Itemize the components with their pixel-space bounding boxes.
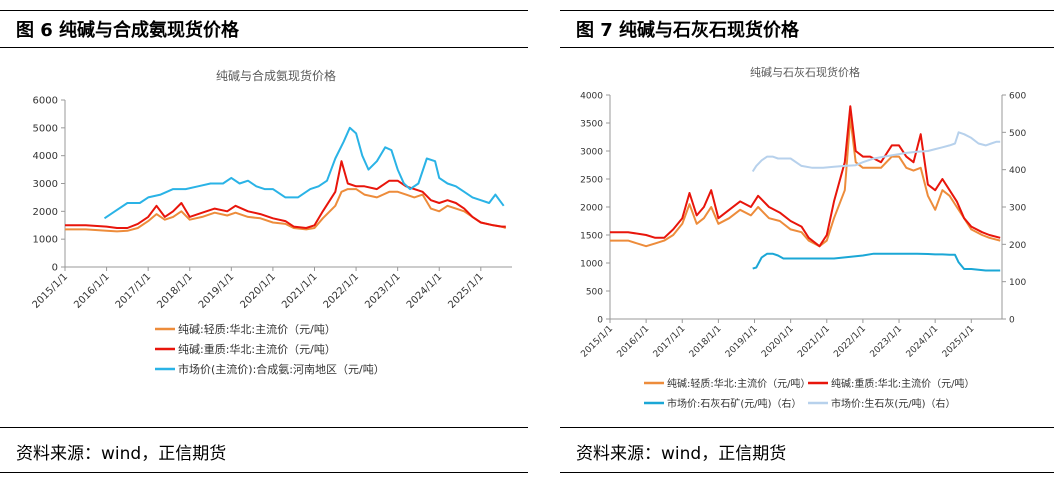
legend-label-0: 纯碱:轻质:华北:主流价（元/吨） xyxy=(178,322,336,336)
y-tick-label: 0 xyxy=(597,316,603,326)
y-tick-label: 1000 xyxy=(33,235,58,246)
footer-rule xyxy=(0,427,528,428)
legend-label-2: 市场价(主流价):合成氨:河南地区（元/吨） xyxy=(178,362,385,376)
x-tick-label: 2021/1/1 xyxy=(796,324,832,360)
title-rule xyxy=(0,47,528,48)
legend-label-1: 纯碱:重质:华北:主流价（元/吨） xyxy=(178,342,336,356)
bottom-rule xyxy=(0,472,528,473)
figure-panel-6: 图 6 纯碱与合成氨现货价格 纯碱与合成氨现货价格 0 1000 2000 3000 4… xyxy=(0,10,528,473)
x-tick-label: 2023/1/1 xyxy=(868,324,904,360)
title-rule xyxy=(560,47,1054,48)
series-line-2 xyxy=(103,126,505,220)
y-tick-label: 4000 xyxy=(580,92,603,102)
y2-tick-label: 500 xyxy=(1009,129,1026,139)
series-line-0 xyxy=(610,116,1001,248)
figure-panel-7: 图 7 纯碱与石灰石现货价格 纯碱与石灰石现货价格 0 500 1000 1500 20… xyxy=(560,0,1054,483)
y-tick-label: 2000 xyxy=(33,207,58,218)
y-tick-label: 500 xyxy=(586,288,603,298)
x-tick-label: 2025/1/1 xyxy=(446,271,486,311)
y2-tick-label: 400 xyxy=(1009,166,1026,176)
x-tick-label: 2017/1/1 xyxy=(652,324,688,360)
x-tick-label: 2022/1/1 xyxy=(322,271,362,311)
chart-soda-ammonia: 纯碱与合成氨现货价格 0 1000 2000 3000 4000 5000 6000 2015… xyxy=(31,68,512,376)
legend-label-1: 纯碱:重质:华北:主流价（元/吨） xyxy=(831,377,974,390)
legend-label-0: 纯碱:轻质:华北:主流价（元/吨） xyxy=(667,377,810,390)
figure-title: 图 7 纯碱与石灰石现货价格 xyxy=(576,20,800,41)
y-tick-label: 2500 xyxy=(580,176,603,186)
chart-title: 纯碱与合成氨现货价格 xyxy=(216,68,336,83)
x-tick-label: 2015/1/1 xyxy=(579,324,615,360)
chart-soda-limestone: 纯碱与石灰石现货价格 05001000150020002500300035004… xyxy=(579,65,1026,410)
series-line-1 xyxy=(65,160,506,229)
y-tick-label: 0 xyxy=(52,263,58,274)
series-line-2 xyxy=(752,252,1001,272)
y2-tick-label: 100 xyxy=(1009,278,1026,288)
y-tick-label: 6000 xyxy=(33,96,58,107)
x-tick-label: 2015/1/1 xyxy=(31,271,71,311)
y-tick-label: 3500 xyxy=(580,120,603,130)
x-tick-label: 2016/1/1 xyxy=(72,271,112,311)
y-tick-label: 3000 xyxy=(33,179,58,190)
source-note: 资料来源：wind，正信期货 xyxy=(576,444,787,464)
series-line-1 xyxy=(610,105,1001,248)
x-tick-label: 2023/1/1 xyxy=(363,271,403,311)
x-tick-label: 2019/1/1 xyxy=(724,324,760,360)
series-line-3 xyxy=(751,131,1001,173)
y-tick-label: 4000 xyxy=(33,151,58,162)
top-rule xyxy=(0,10,528,11)
top-rule xyxy=(560,10,1054,11)
footer-rule xyxy=(560,427,1054,428)
y2-tick-label: 0 xyxy=(1009,316,1015,326)
y-tick-label: 2000 xyxy=(580,204,603,214)
legend-label-3: 市场价:生石灰(元/吨)（右） xyxy=(831,397,956,410)
bottom-rule xyxy=(560,472,1054,473)
x-tick-label: 2020/1/1 xyxy=(238,271,278,311)
figure-title: 图 6 纯碱与合成氨现货价格 xyxy=(16,20,240,41)
y-tick-label: 1000 xyxy=(580,260,603,270)
legend-label-2: 市场价:石灰石矿(元/吨)（右） xyxy=(667,397,802,410)
x-tick-label: 2020/1/1 xyxy=(760,324,796,360)
source-note: 资料来源：wind，正信期货 xyxy=(16,444,227,464)
x-tick-label: 2021/1/1 xyxy=(280,271,320,311)
x-tick-label: 2016/1/1 xyxy=(616,324,652,360)
y2-tick-label: 600 xyxy=(1009,92,1026,102)
y-tick-label: 1500 xyxy=(580,232,603,242)
x-tick-label: 2018/1/1 xyxy=(688,324,724,360)
y2-tick-label: 200 xyxy=(1009,241,1026,251)
x-tick-label: 2018/1/1 xyxy=(155,271,195,311)
x-tick-label: 2019/1/1 xyxy=(197,271,237,311)
series-line-0 xyxy=(65,188,507,233)
y2-tick-label: 300 xyxy=(1009,204,1026,214)
x-tick-label: 2025/1/1 xyxy=(941,324,977,360)
x-tick-label: 2024/1/1 xyxy=(905,324,941,360)
chart-title: 纯碱与石灰石现货价格 xyxy=(750,65,860,79)
x-tick-label: 2022/1/1 xyxy=(832,324,868,360)
y-tick-label: 3000 xyxy=(580,148,603,158)
x-tick-label: 2017/1/1 xyxy=(114,271,154,311)
x-tick-label: 2024/1/1 xyxy=(405,271,445,311)
y-tick-label: 5000 xyxy=(33,123,58,134)
